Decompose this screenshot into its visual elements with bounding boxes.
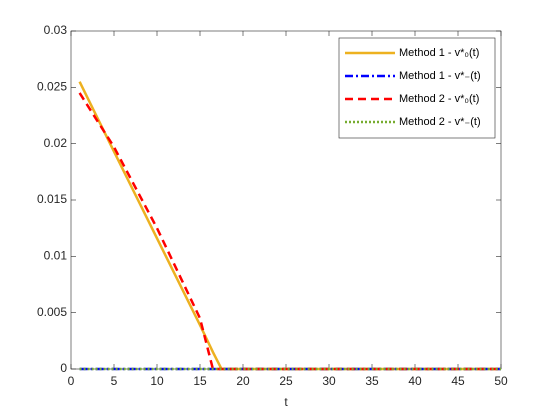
x-tick-label: 40 (408, 374, 422, 388)
x-tick-label: 25 (279, 374, 293, 388)
legend-label: Method 1 - v*₀(t) (399, 47, 479, 59)
legend-label: Method 2 - v*₀(t) (399, 93, 479, 105)
x-axis-label: t (284, 395, 288, 409)
x-tick-label: 35 (365, 374, 379, 388)
x-tick-label: 30 (322, 374, 336, 388)
x-tick-label: 50 (494, 374, 508, 388)
y-tick-label: 0.02 (44, 136, 68, 150)
x-tick-label: 5 (111, 374, 118, 388)
y-tick-label: 0.01 (44, 249, 68, 263)
x-tick-label: 10 (150, 374, 164, 388)
legend-label: Method 1 - v*₋(t) (399, 70, 481, 82)
x-tick-label: 45 (451, 374, 465, 388)
legend-label: Method 2 - v*₋(t) (399, 116, 481, 128)
x-tick-label: 20 (236, 374, 250, 388)
y-tick-label: 0.005 (37, 305, 67, 319)
series-line (78, 92, 501, 371)
y-tick-label: 0.025 (37, 80, 67, 94)
x-tick-label: 15 (193, 374, 207, 388)
y-tick-label: 0.015 (37, 192, 67, 206)
y-tick-label: 0 (60, 361, 67, 375)
legend: Method 1 - v*₀(t) Method 1 - v*₋(t) Method… (338, 37, 496, 139)
x-tick-label: 0 (68, 374, 75, 388)
y-tick-label: 0.03 (44, 23, 68, 37)
